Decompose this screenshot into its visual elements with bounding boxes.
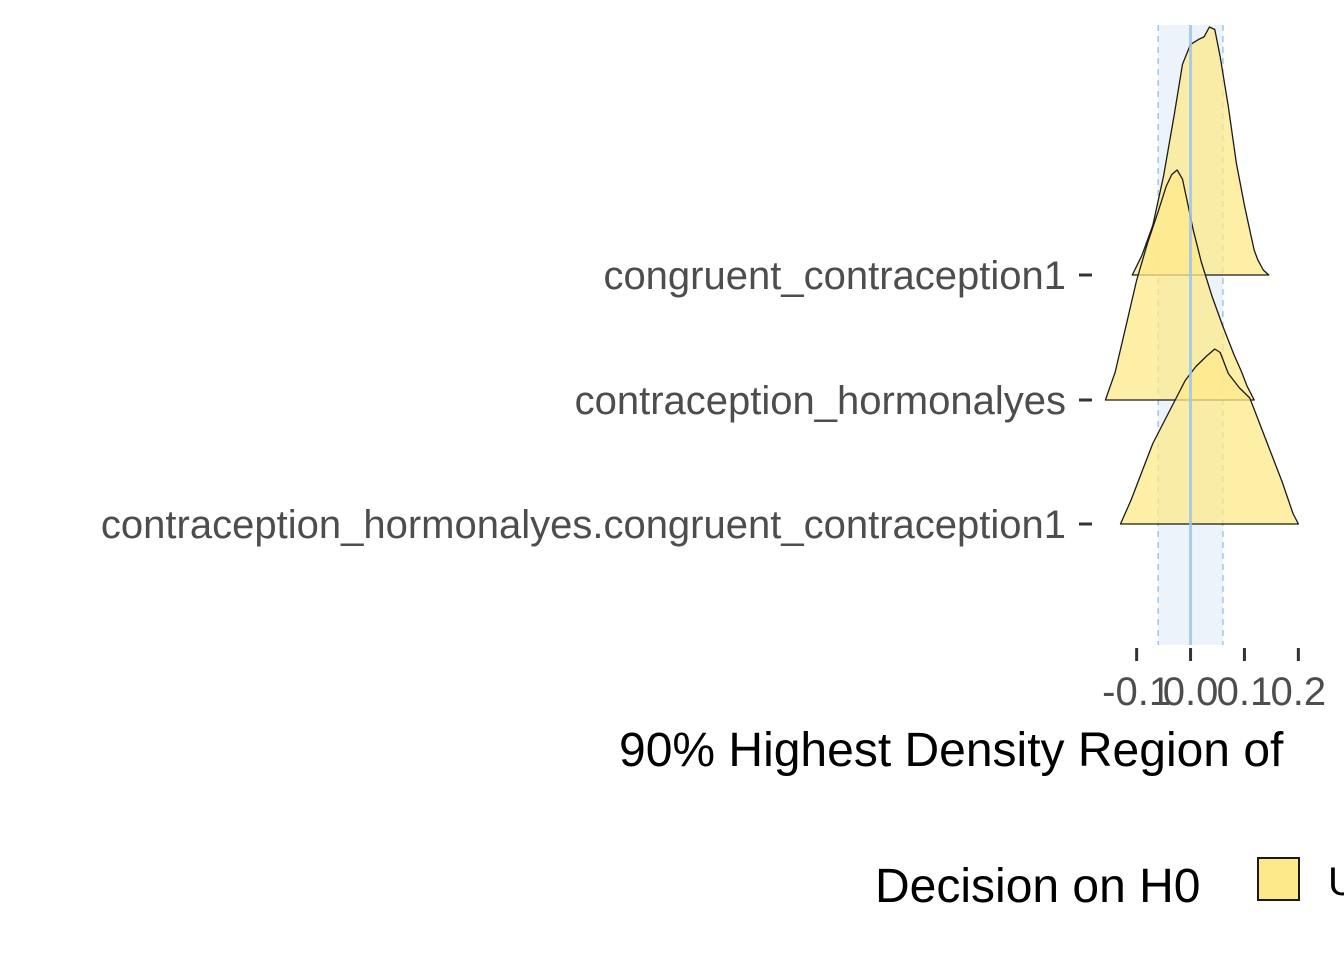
legend: Decision on H0 U <box>875 857 1344 913</box>
y-tick-label: contraception_hormonalyes <box>575 379 1066 423</box>
x-tick-label: 0.0 <box>1163 670 1219 714</box>
y-axis: congruent_contraception1 contraception_ho… <box>101 254 1092 547</box>
legend-swatch <box>1257 857 1300 901</box>
legend-title: Decision on H0 <box>875 860 1201 913</box>
y-tick-label: contraception_hormonalyes.congruent_cont… <box>101 503 1066 547</box>
density-ridge-3 <box>1119 348 1300 525</box>
x-tick-label: 0.2 <box>1271 670 1327 714</box>
density-ridge-2 <box>1104 169 1255 401</box>
y-tick-label: congruent_contraception1 <box>603 254 1066 298</box>
density-layer <box>1104 26 1300 525</box>
x-tick-label: 0.1 <box>1217 670 1273 714</box>
x-axis-title: 90% Highest Density Region of <box>619 724 1284 777</box>
legend-entry-label: U <box>1328 860 1344 904</box>
x-tick-label: -0.1 <box>1102 670 1171 714</box>
x-axis: -0.10.00.10.2 <box>1102 648 1326 714</box>
